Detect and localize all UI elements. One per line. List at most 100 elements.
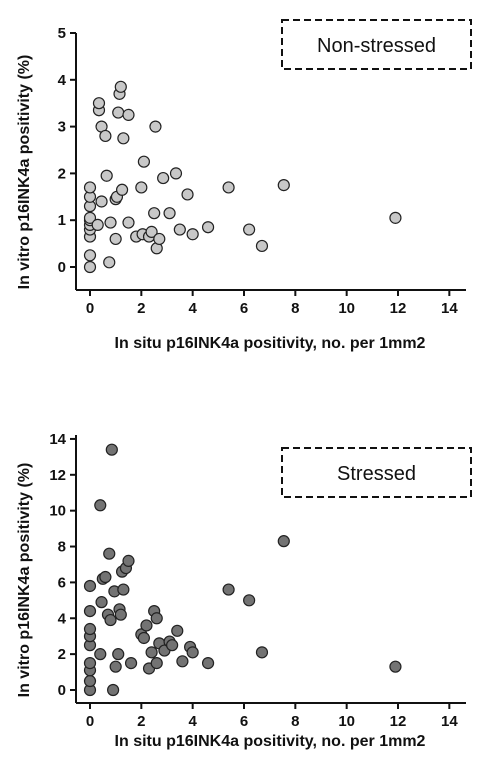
y-tick-label: 14 (49, 431, 66, 448)
y-tick-label: 0 (58, 259, 66, 276)
legend-label: Non-stressed (317, 35, 436, 57)
data-point (109, 232, 122, 246)
data-point (171, 624, 184, 637)
data-point (122, 108, 135, 122)
x-tick-label: 14 (441, 713, 458, 730)
data-point (104, 216, 117, 229)
y-tick-label: 5 (58, 25, 66, 42)
legend: Stressed (281, 447, 472, 498)
x-tick-label: 0 (86, 300, 94, 317)
data-point (140, 619, 153, 632)
legend-label: Stressed (337, 463, 416, 485)
data-point (83, 657, 97, 670)
x-tick-label: 8 (291, 300, 299, 317)
data-point (105, 443, 118, 456)
data-point (103, 256, 116, 269)
y-tick-label: 2 (58, 646, 66, 663)
x-tick-label: 4 (188, 300, 197, 317)
data-point (243, 223, 256, 236)
legend-box (281, 447, 472, 498)
legend-box (281, 19, 472, 70)
data-point (114, 80, 127, 93)
x-tick-label: 10 (338, 300, 355, 317)
data-point (148, 207, 161, 220)
legend: Non-stressed (281, 19, 472, 70)
x-tick-label: 14 (441, 300, 458, 317)
data-point (91, 218, 104, 231)
data-point (222, 583, 235, 596)
data-point (94, 499, 107, 512)
data-point (103, 547, 116, 560)
x-axis-title: In situ p16INK4a positivity, no. per 1mm… (115, 335, 426, 352)
data-point (95, 596, 108, 609)
data-point (186, 646, 199, 659)
data-point (124, 657, 138, 670)
x-tick-label: 6 (240, 300, 248, 317)
y-tick-label: 4 (58, 610, 67, 627)
data-point (163, 207, 176, 220)
x-tick-label: 12 (390, 300, 407, 317)
data-point (94, 648, 107, 661)
data-point (99, 129, 112, 143)
data-point (112, 106, 125, 119)
data-point (122, 216, 135, 229)
data-point (99, 570, 112, 584)
data-point (114, 608, 127, 621)
y-tick-label: 4 (58, 72, 67, 89)
data-point (117, 132, 130, 145)
x-axis-title: In situ p16INK4a positivity, no. per 1mm… (115, 733, 426, 750)
data-point (83, 674, 97, 688)
data-point (150, 612, 163, 625)
data-point (389, 660, 402, 673)
x-tick-label: 12 (390, 713, 407, 730)
data-point (201, 657, 215, 670)
data-point (95, 195, 108, 208)
data-point (83, 181, 97, 194)
data-point (389, 211, 402, 224)
data-point (255, 646, 269, 659)
data-point (173, 223, 186, 236)
y-tick-label: 8 (58, 539, 66, 556)
y-tick-label: 6 (58, 574, 66, 591)
data-point (186, 228, 199, 241)
data-point (243, 594, 256, 607)
data-points (83, 443, 402, 697)
data-point (115, 183, 129, 196)
x-tick-label: 2 (137, 713, 145, 730)
data-point (166, 639, 179, 652)
y-tick-label: 2 (58, 165, 66, 182)
y-axis-title: In vitro p16INK4a positivity (%) (16, 55, 33, 290)
y-tick-label: 3 (58, 119, 66, 136)
x-tick-label: 0 (86, 713, 94, 730)
data-point (100, 169, 113, 182)
data-point (176, 655, 189, 668)
data-point (106, 683, 120, 697)
x-tick-label: 8 (291, 713, 299, 730)
data-point (277, 535, 290, 548)
data-point (150, 657, 163, 670)
data-point (145, 225, 158, 238)
x-tick-label: 6 (240, 713, 248, 730)
data-points (83, 80, 402, 274)
data-point (92, 97, 106, 110)
data-point (83, 604, 97, 618)
data-point (255, 239, 269, 253)
y-tick-label: 0 (58, 682, 66, 699)
data-point (135, 181, 148, 194)
y-tick-label: 12 (49, 467, 66, 484)
data-point (137, 631, 150, 645)
chart-stressed: 0 2 4 6 8 10 12 14 0 2 4 6 8 10 12 14 Stressed In situ … (16, 431, 472, 750)
data-point (277, 179, 290, 192)
data-point (157, 171, 170, 185)
y-axis-title: In vitro p16INK4a positivity (%) (16, 463, 33, 698)
data-point (112, 648, 125, 661)
ticks: 0 2 4 6 8 10 12 14 0 2 4 6 8 10 12 14 (49, 431, 458, 730)
x-tick-label: 10 (338, 713, 355, 730)
x-tick-label: 4 (188, 713, 197, 730)
data-point (104, 613, 117, 627)
data-point (117, 583, 130, 596)
data-point (153, 232, 166, 246)
data-point (109, 660, 122, 673)
x-tick-label: 2 (137, 300, 145, 317)
